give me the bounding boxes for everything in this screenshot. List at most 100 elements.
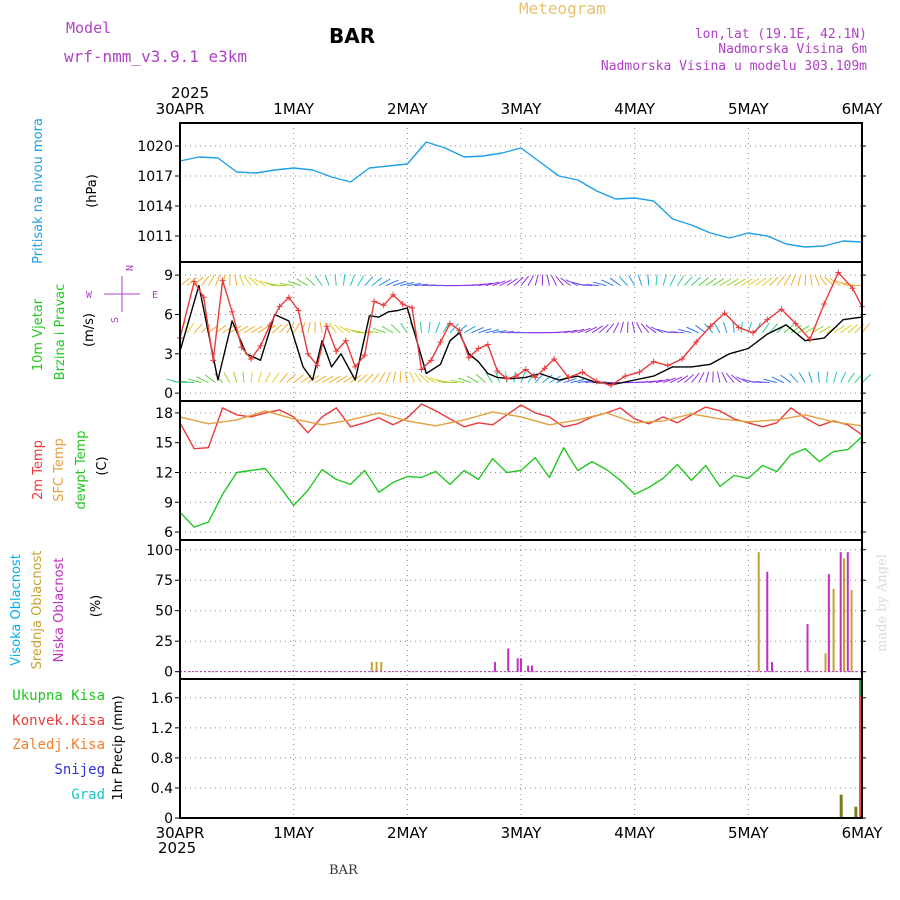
wind-arrow	[414, 372, 422, 383]
wind-arrow	[798, 372, 806, 383]
wind-arrow	[577, 327, 591, 334]
gust-point-marker	[494, 367, 501, 374]
gust-point-marker	[593, 378, 600, 385]
wind-arrow	[534, 274, 539, 286]
bar-srednja-oblacnost	[370, 661, 373, 672]
compass-north: N	[123, 265, 134, 271]
gust-point-marker	[835, 269, 842, 276]
wind-arrow	[763, 378, 777, 384]
wind-arrow	[684, 373, 695, 384]
wind-arrow	[196, 376, 209, 384]
time-label-bottom: 30APR	[156, 824, 205, 842]
coords-label: lon,lat (19.1E, 42.1N)	[695, 27, 867, 42]
wind-arrow	[670, 331, 685, 334]
wind-arrow	[755, 380, 770, 384]
gust-point-marker	[750, 329, 757, 336]
wind-arrow	[463, 325, 476, 334]
time-label-bottom: 6MAY	[842, 824, 884, 842]
wind-arrow	[248, 276, 259, 286]
wind-arrow	[762, 322, 770, 334]
wind-arrow	[829, 278, 841, 287]
wind-arrow	[499, 279, 512, 287]
wind-arrow	[179, 277, 191, 287]
gust-point-marker	[693, 338, 700, 345]
wind-arrow	[243, 275, 252, 286]
wind-arrow	[542, 374, 553, 384]
wind-arrow	[286, 323, 295, 334]
wind-arrow	[186, 322, 195, 334]
wind-arrow	[712, 278, 725, 287]
wind-arrow	[215, 274, 221, 286]
wind-arrow	[686, 326, 699, 334]
wind-arrow	[485, 372, 493, 383]
wind-arrow	[492, 280, 506, 287]
wind-arrow	[563, 377, 577, 384]
wind-arrow	[257, 371, 263, 383]
y-tick-label: 9	[164, 268, 173, 284]
wind-arrow	[817, 371, 820, 383]
temp-2m-label: 2m Temp	[31, 440, 46, 500]
gust-point-marker	[352, 363, 359, 370]
elevation-label: Nadmorska Visina 6m	[718, 42, 867, 57]
bar-niska-oblacnost	[507, 648, 510, 672]
wind-arrow	[305, 276, 316, 286]
y-tick-label: 0.4	[151, 781, 173, 797]
chart-title: Meteogram	[519, 0, 606, 18]
pressure-series	[179, 141, 863, 248]
gust-point-marker	[399, 300, 406, 307]
wind-arrow	[546, 274, 550, 286]
y-tick-label: 100	[146, 543, 173, 559]
gust-point-marker	[622, 373, 629, 380]
bar-niska-oblacnost	[493, 661, 496, 672]
wind-arrow	[812, 325, 824, 334]
wind-arrow	[783, 275, 791, 286]
bar-niska-oblacnost	[846, 552, 849, 672]
wind-arrow	[381, 325, 394, 334]
wind-arrow	[592, 281, 607, 287]
wind-arrow	[279, 323, 289, 334]
y-tick-label: 6	[164, 525, 173, 541]
wind-arrow	[819, 325, 831, 334]
temperature-y-ticks: 6 9 12 15 18	[155, 406, 866, 541]
gust-point-marker	[418, 366, 425, 373]
wind-arrow	[808, 371, 813, 383]
wind-arrow	[400, 282, 414, 287]
wind-arrow	[585, 283, 600, 287]
gust-point-marker	[764, 316, 771, 323]
gust-point-marker	[371, 298, 378, 305]
gust-point-marker	[532, 374, 539, 381]
gust-point-marker	[541, 365, 548, 372]
wind-arrow	[598, 324, 609, 334]
wind-arrow	[385, 279, 399, 287]
gust-point-marker	[219, 277, 226, 284]
gust-point-marker	[456, 327, 463, 334]
gust-point-marker	[551, 356, 558, 363]
y-tick-label: 15	[155, 436, 173, 452]
bar-niska-oblacnost	[527, 665, 530, 672]
wind-arrow	[861, 323, 870, 334]
wind-arrow	[790, 324, 802, 334]
wind-arrow	[286, 373, 297, 384]
wind-arrow	[424, 375, 437, 384]
wind-arrow	[789, 373, 799, 383]
model-label: Model	[66, 19, 111, 37]
wind-arrow	[296, 278, 309, 287]
wind-arrow	[555, 275, 565, 286]
wind-arrow	[520, 275, 529, 286]
precip-label-total: Ukupna Kisa	[12, 688, 105, 704]
wind-arrow	[721, 372, 728, 383]
wind-arrow	[300, 321, 306, 334]
gust-point-marker	[707, 323, 714, 330]
wind-arrow	[591, 325, 604, 334]
wind-arrow	[650, 326, 664, 334]
wind-arrow	[232, 371, 238, 383]
y-tick-label: 1014	[137, 199, 173, 215]
wind-arrow	[364, 276, 374, 286]
wind-arrow	[648, 379, 663, 384]
wind-arrow	[565, 279, 579, 287]
wind-arrow	[419, 321, 423, 333]
wind-arrow	[449, 323, 459, 334]
bar-srednja-oblacnost	[832, 588, 835, 672]
wind-arrow	[378, 372, 386, 383]
